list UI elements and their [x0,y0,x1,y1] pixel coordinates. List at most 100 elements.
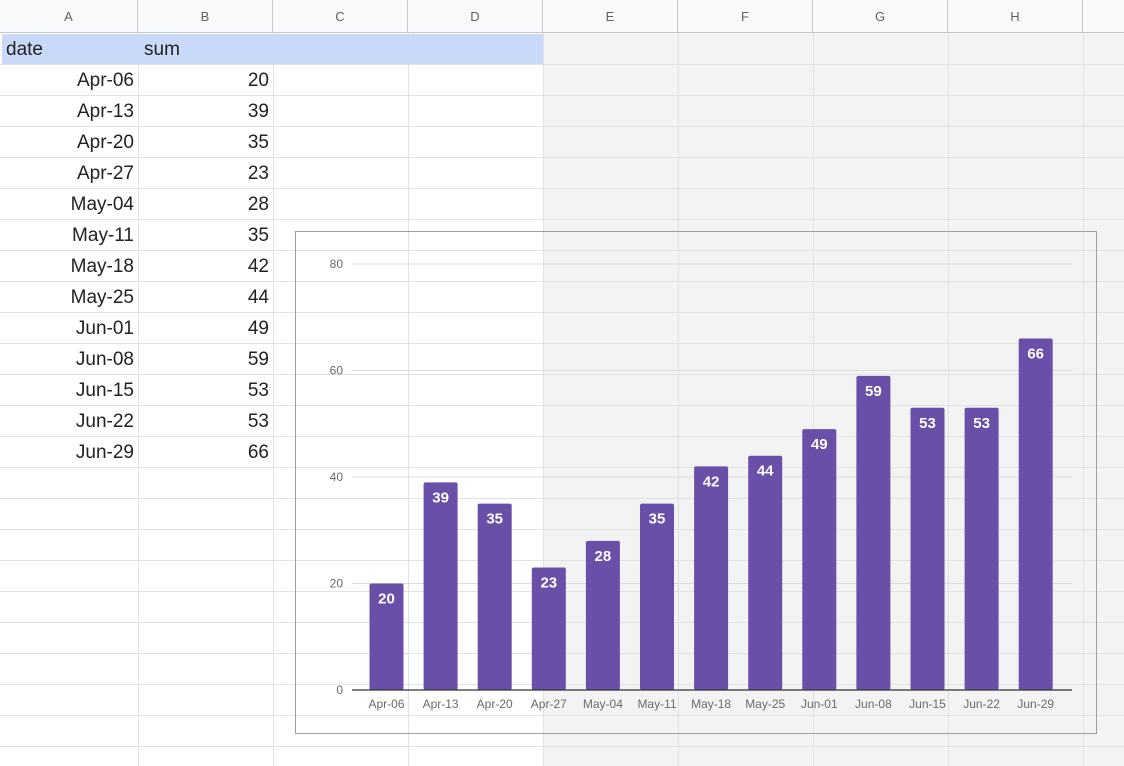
column-divider [408,33,409,766]
y-tick-label: 60 [330,364,344,378]
x-tick-label: Jun-22 [963,697,1000,711]
column-header-g[interactable]: G [813,0,948,33]
column-divider [948,33,949,766]
row-divider [0,250,1124,251]
column-header-b[interactable]: B [138,0,273,33]
sum-cell[interactable]: 35 [247,225,269,246]
bar [1018,338,1053,690]
row-divider [0,374,1124,375]
date-cell[interactable]: Apr-13 [76,101,134,122]
sum-cell[interactable]: 42 [247,256,269,277]
column-header-c[interactable]: C [273,0,408,33]
row-divider [0,95,1124,96]
bar [531,567,566,690]
row-divider [0,405,1124,406]
row-divider [0,281,1124,282]
x-tick-label: Apr-13 [423,697,459,711]
bar-data-label: 59 [865,383,882,400]
y-tick-label: 20 [330,577,344,591]
column-header-e[interactable]: E [543,0,678,33]
date-cell[interactable]: May-25 [70,287,134,308]
bar [802,429,837,690]
date-cell[interactable]: Jun-22 [75,411,134,432]
bar-data-label: 49 [811,436,828,453]
bar-data-label: 44 [757,463,774,480]
row-divider [0,498,1124,499]
row-divider [0,312,1124,313]
header-cell-date[interactable]: date [6,39,43,60]
bar [640,503,674,690]
bar [964,407,999,690]
bar [369,583,404,690]
bar [856,375,891,690]
bar-data-label: 66 [1027,346,1044,363]
row-divider [0,157,1124,158]
x-tick-label: Apr-20 [477,697,513,711]
sum-cell[interactable]: 28 [247,194,269,215]
row-divider [0,560,1124,561]
bar-data-label: 28 [595,548,612,565]
column-header-bar: A B C D E F G H [0,0,1124,33]
x-tick-label: Jun-01 [801,697,838,711]
bar-data-label: 23 [540,575,557,592]
bar [694,466,729,690]
row-divider [0,467,1124,468]
x-tick-label: Apr-06 [368,697,404,711]
row-divider [0,529,1124,530]
bar-data-label: 39 [432,489,449,506]
bar-data-label: 53 [919,415,936,432]
y-tick-label: 0 [336,683,343,697]
sum-cell[interactable]: 20 [247,70,269,91]
date-cell[interactable]: Apr-20 [76,132,134,153]
bar [585,540,620,690]
sum-cell[interactable]: 53 [247,411,269,432]
x-tick-label: Jun-08 [855,697,892,711]
column-divider [138,33,139,766]
date-cell[interactable]: May-04 [70,194,134,215]
sum-cell[interactable]: 23 [247,163,269,184]
sum-cell[interactable]: 39 [247,101,269,122]
date-cell[interactable]: Apr-27 [76,163,134,184]
date-cell[interactable]: May-11 [72,225,134,246]
x-tick-label: May-18 [691,697,731,711]
column-header-a[interactable]: A [0,0,138,33]
date-cell[interactable]: Jun-29 [75,442,134,463]
date-cell[interactable]: Jun-01 [75,318,134,339]
column-divider [678,33,679,766]
x-tick-label: May-04 [583,697,623,711]
row-divider [0,219,1124,220]
date-cell[interactable]: May-18 [70,256,134,277]
row-divider [0,188,1124,189]
row-divider [0,746,1124,747]
bar-data-label: 20 [378,591,395,608]
sum-cell[interactable]: 66 [247,442,269,463]
column-header-f[interactable]: F [678,0,813,33]
header-row-highlight [2,34,543,64]
sum-cell[interactable]: 44 [247,287,269,308]
bar-data-label: 35 [649,511,666,528]
date-cell[interactable]: Jun-08 [75,349,134,370]
x-tick-label: May-25 [745,697,785,711]
bar [910,407,945,690]
bar-data-label: 35 [486,511,503,528]
date-cell[interactable]: Jun-15 [75,380,134,401]
x-tick-label: Apr-27 [531,697,567,711]
x-tick-label: Jun-15 [909,697,946,711]
x-tick-label: May-11 [637,697,676,711]
row-divider [0,126,1124,127]
row-divider [0,64,1124,65]
column-header-h[interactable]: H [948,0,1083,33]
y-tick-label: 40 [330,470,344,484]
sum-cell[interactable]: 53 [247,380,269,401]
header-cell-sum[interactable]: sum [144,39,180,60]
column-divider [813,33,814,766]
bar-chart[interactable]: 0 20 40 60 80 20 Apr-06 39 Apr-13 35 Apr-20 23 Apr-2… [295,231,1097,734]
row-divider [0,436,1124,437]
sum-cell[interactable]: 59 [247,349,269,370]
column-header-d[interactable]: D [408,0,543,33]
y-tick-label: 80 [330,257,344,271]
date-cell[interactable]: Apr-06 [76,70,134,91]
sum-cell[interactable]: 49 [247,318,269,339]
sum-cell[interactable]: 35 [247,132,269,153]
